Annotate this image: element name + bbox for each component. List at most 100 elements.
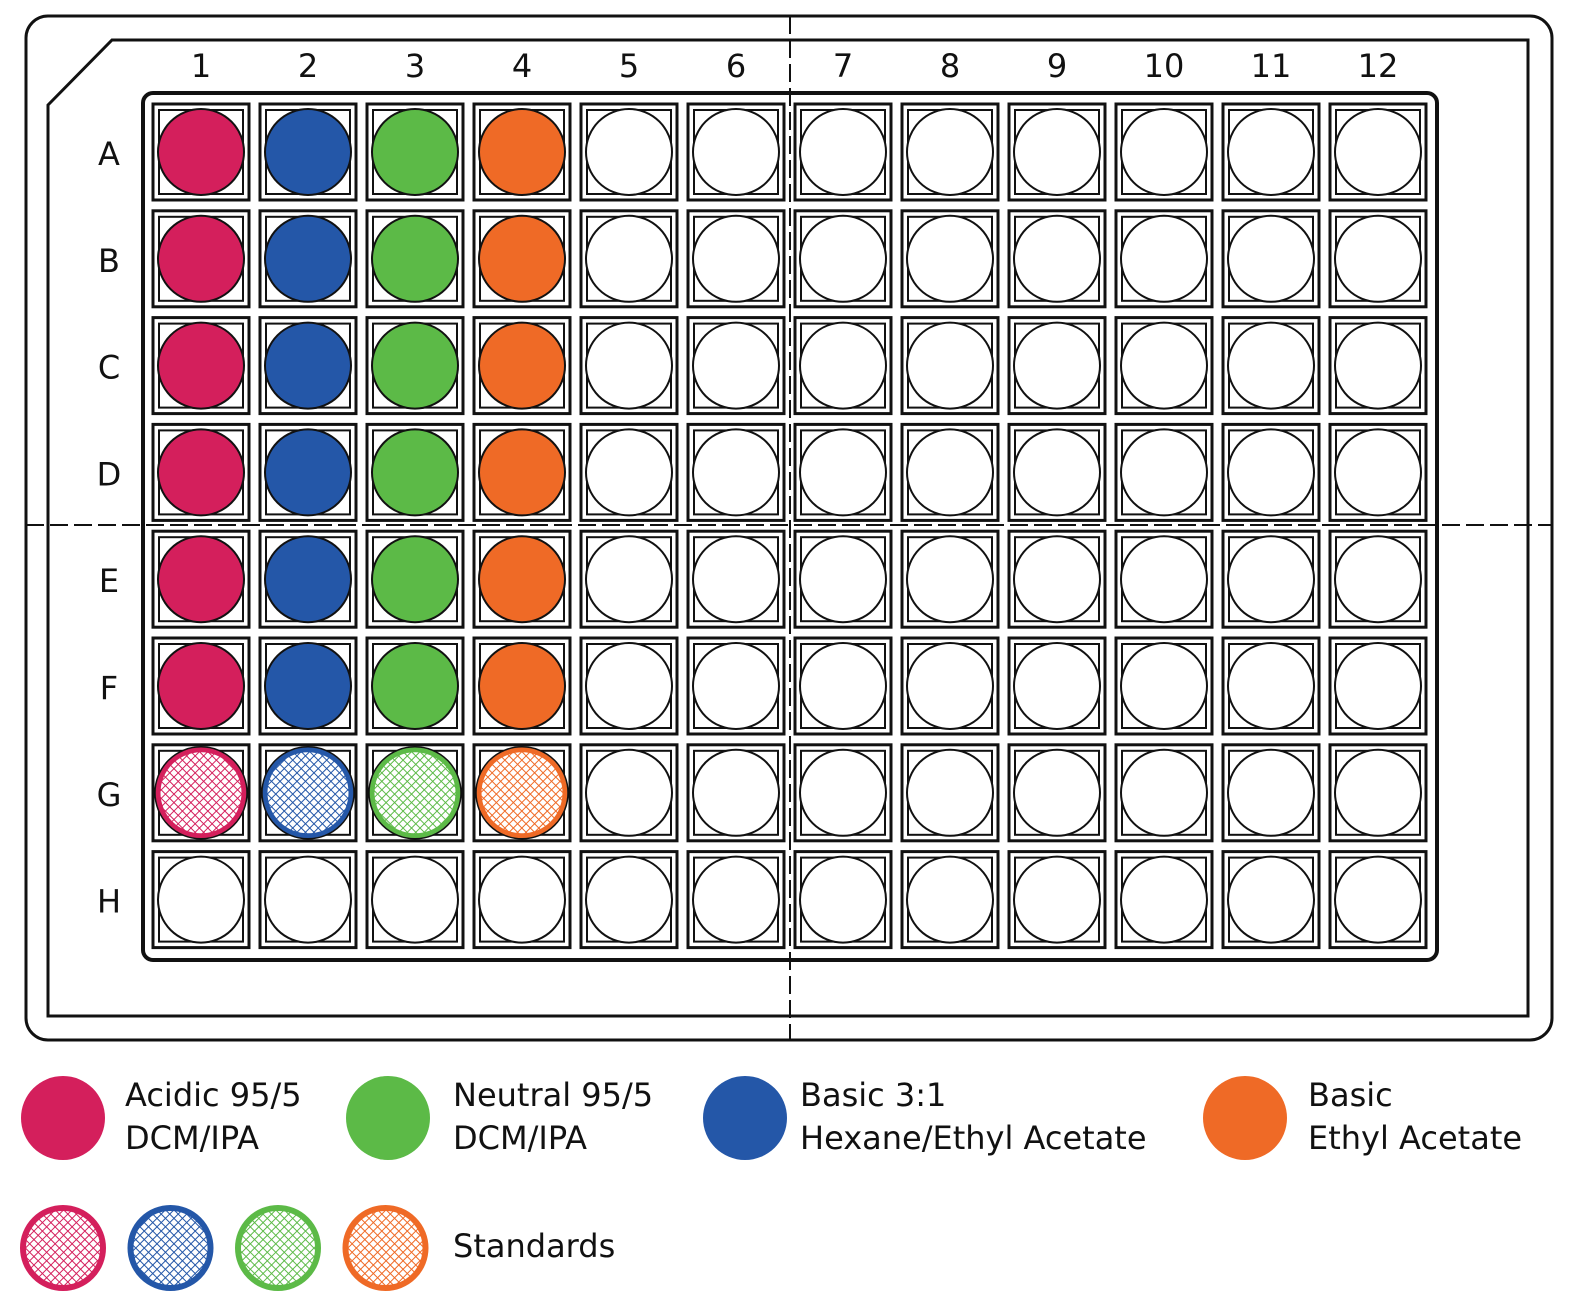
- well: [692, 428, 780, 517]
- well: [692, 642, 780, 730]
- well: [1013, 321, 1101, 410]
- well: [906, 642, 994, 730]
- well: [371, 108, 459, 196]
- legend-label: Basic: [1308, 1076, 1393, 1114]
- row-label: G: [97, 776, 122, 814]
- well: [585, 321, 673, 410]
- well-rim: [475, 746, 569, 840]
- column-label: 5: [619, 47, 639, 85]
- well: [692, 535, 780, 624]
- well: [264, 642, 352, 730]
- well: [692, 108, 780, 196]
- legend-label: Acidic 95/5: [125, 1076, 302, 1114]
- well: [478, 108, 566, 196]
- well: [371, 535, 459, 624]
- well: [1227, 535, 1315, 624]
- well: [1334, 214, 1422, 303]
- well: [371, 321, 459, 410]
- well: [1227, 855, 1315, 944]
- well: [157, 108, 245, 196]
- row-label: C: [98, 349, 120, 387]
- well: [155, 747, 247, 839]
- well: [371, 214, 459, 303]
- well: [1120, 214, 1208, 303]
- well: [1120, 108, 1208, 196]
- well: [692, 214, 780, 303]
- column-label: 12: [1358, 47, 1399, 85]
- well: [264, 428, 352, 517]
- legend-label: Hexane/Ethyl Acetate: [800, 1119, 1147, 1157]
- well: [1013, 748, 1101, 837]
- well: [1013, 214, 1101, 303]
- well: [1334, 535, 1422, 624]
- well: [371, 855, 459, 944]
- well: [478, 321, 566, 410]
- well-rim: [261, 746, 355, 840]
- column-label: 2: [298, 47, 318, 85]
- well: [906, 108, 994, 196]
- well: [1013, 642, 1101, 730]
- column-label: 10: [1144, 47, 1185, 85]
- well: [585, 642, 673, 730]
- well: [1120, 855, 1208, 944]
- well: [476, 747, 568, 839]
- well: [264, 108, 352, 196]
- standards-swatch: [20, 1205, 106, 1291]
- well: [799, 748, 887, 837]
- well: [906, 535, 994, 624]
- legend-label: DCM/IPA: [125, 1119, 259, 1157]
- well: [906, 748, 994, 837]
- well: [906, 855, 994, 944]
- legend-label: Neutral 95/5: [453, 1076, 653, 1114]
- well: [1227, 428, 1315, 517]
- well: [1120, 428, 1208, 517]
- well: [1334, 108, 1422, 196]
- well: [371, 642, 459, 730]
- row-label: H: [97, 883, 121, 921]
- well: [264, 855, 352, 944]
- well: [264, 214, 352, 303]
- row-label: B: [98, 242, 120, 280]
- well: [1227, 748, 1315, 837]
- well: [906, 214, 994, 303]
- well: [585, 748, 673, 837]
- legend-swatch: [1203, 1076, 1287, 1160]
- legend-label: Ethyl Acetate: [1308, 1119, 1522, 1157]
- well: [157, 428, 245, 517]
- row-label: E: [99, 562, 119, 600]
- column-label: 3: [405, 47, 425, 85]
- well: [478, 535, 566, 624]
- well: [799, 428, 887, 517]
- column-label: 7: [833, 47, 853, 85]
- row-label: F: [100, 669, 118, 707]
- well: [799, 535, 887, 624]
- well: [1013, 108, 1101, 196]
- well: [1227, 214, 1315, 303]
- well: [478, 214, 566, 303]
- well: [157, 321, 245, 410]
- well: [799, 855, 887, 944]
- well: [1334, 321, 1422, 410]
- well: [1120, 321, 1208, 410]
- legend-swatch: [21, 1076, 105, 1160]
- standards-swatch: [342, 1205, 429, 1291]
- well: [1013, 535, 1101, 624]
- well: [799, 321, 887, 410]
- legend-label: DCM/IPA: [453, 1119, 587, 1157]
- well: [1227, 642, 1315, 730]
- well: [692, 321, 780, 410]
- column-label: 11: [1251, 47, 1292, 85]
- well: [799, 108, 887, 196]
- well: [262, 747, 354, 839]
- well: [1227, 321, 1315, 410]
- well: [1227, 108, 1315, 196]
- well: [1120, 535, 1208, 624]
- column-label: 4: [512, 47, 532, 85]
- legend-swatch: [346, 1076, 430, 1160]
- well: [157, 214, 245, 303]
- row-label: A: [98, 135, 120, 173]
- well: [585, 535, 673, 624]
- well: [906, 428, 994, 517]
- well: [799, 214, 887, 303]
